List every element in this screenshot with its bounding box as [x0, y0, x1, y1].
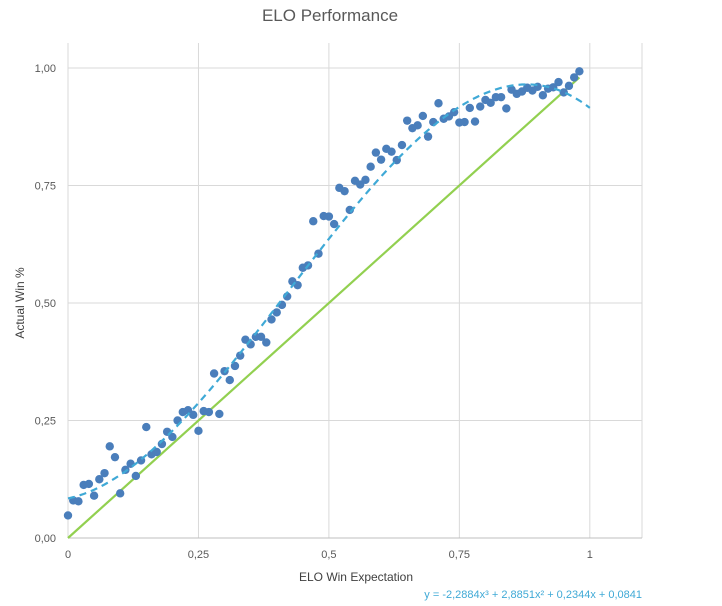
data-point: [74, 497, 83, 506]
data-point: [189, 410, 198, 420]
trendline-equation: y = -2,2884x³ + 2,8851x² + 0,2344x + 0,0…: [424, 589, 642, 601]
data-point: [496, 92, 506, 102]
y-tick-labels: 0,00 0,25 0,50 0,75 1,00: [35, 63, 56, 545]
data-point: [460, 117, 469, 127]
x-tick-label: 0,25: [188, 549, 209, 561]
data-point: [115, 489, 125, 498]
x-tick-label: 0: [65, 549, 71, 561]
x-tick-label: 1: [587, 549, 593, 561]
y-tick-label: 0,25: [35, 416, 56, 428]
x-axis-label: ELO Win Expectation: [299, 570, 413, 584]
data-point: [476, 102, 485, 111]
data-point: [110, 452, 120, 462]
data-point: [376, 155, 386, 164]
data-point: [272, 308, 281, 317]
data-point: [559, 88, 568, 97]
data-point: [575, 67, 584, 76]
data-point: [236, 351, 245, 360]
x-tick-label: 0,5: [321, 549, 336, 561]
data-point: [89, 491, 99, 500]
data-point: [142, 422, 151, 432]
reference-line-segment: [67, 76, 581, 539]
data-point: [434, 99, 443, 108]
data-point: [131, 471, 141, 481]
data-points: [63, 67, 584, 520]
data-point: [324, 212, 334, 221]
data-point: [554, 77, 563, 87]
data-point: [84, 479, 94, 489]
data-point: [267, 315, 276, 324]
data-point: [204, 407, 214, 417]
x-tick-labels: 0 0,25 0,5 0,75 1: [65, 549, 593, 561]
y-tick-label: 0,00: [35, 533, 56, 545]
data-point: [371, 148, 381, 157]
data-point: [423, 132, 433, 141]
data-point: [256, 332, 266, 342]
data-point: [340, 186, 349, 196]
data-point: [225, 375, 234, 385]
data-point: [418, 111, 428, 121]
data-point: [194, 426, 203, 436]
data-point: [564, 81, 574, 91]
data-point: [105, 442, 114, 451]
chart-title: ELO Performance: [262, 6, 398, 25]
data-point: [95, 475, 104, 484]
x-tick-label: 0,75: [449, 549, 470, 561]
data-point: [538, 91, 548, 100]
data-point: [366, 162, 375, 171]
data-point: [63, 511, 73, 520]
data-point: [215, 409, 224, 419]
data-point: [361, 175, 370, 185]
gridlines: [67, 43, 643, 538]
data-point: [470, 117, 480, 126]
data-point: [209, 369, 219, 378]
data-point: [413, 121, 422, 130]
data-point: [465, 103, 474, 113]
y-tick-label: 1,00: [35, 63, 56, 75]
data-point: [486, 98, 495, 107]
data-point: [397, 140, 407, 150]
y-tick-label: 0,50: [35, 298, 56, 310]
y-axis-label: Actual Win %: [13, 267, 27, 339]
data-point: [168, 432, 177, 442]
data-point: [387, 147, 396, 156]
data-point: [569, 73, 579, 82]
trendline: [67, 83, 591, 500]
data-point: [262, 338, 271, 347]
data-point: [402, 116, 412, 125]
data-point: [100, 468, 109, 478]
data-point: [309, 217, 318, 226]
trendline-path: [67, 83, 591, 500]
y-tick-label: 0,75: [35, 181, 56, 193]
data-point: [502, 104, 511, 113]
data-point: [152, 447, 161, 457]
data-point: [329, 219, 339, 229]
reference-line: [67, 76, 581, 539]
